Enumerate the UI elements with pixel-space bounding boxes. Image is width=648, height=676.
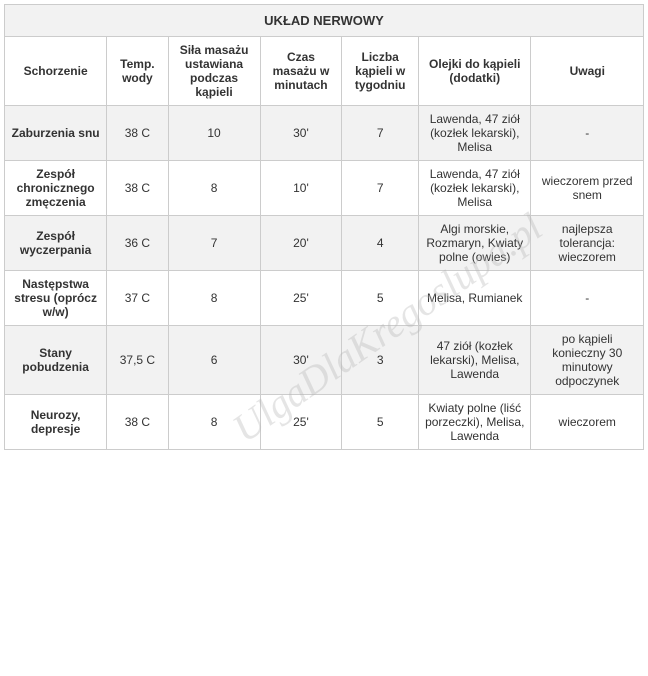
table-wrapper: UlgaDlaKregoslupa.pl UKŁAD NERWOWY Schor… [4,4,644,450]
cell-schorzenie: Neurozy, depresje [5,395,107,450]
column-header: Liczba kąpieli w tygodniu [342,37,419,106]
cell-temp: 38 C [107,161,168,216]
cell-liczba: 5 [342,395,419,450]
column-header: Czas masażu w minutach [260,37,342,106]
cell-czas: 30' [260,326,342,395]
title-row: UKŁAD NERWOWY [5,5,644,37]
table-row: Następstwa stresu (oprócz w/w)37 C825'5M… [5,271,644,326]
cell-liczba: 4 [342,216,419,271]
cell-olejki: Lawenda, 47 ziół (kozłek lekarski), Meli… [419,106,531,161]
cell-olejki: Algi morskie, Rozmaryn, Kwiaty polne (ow… [419,216,531,271]
cell-czas: 25' [260,395,342,450]
cell-schorzenie: Zespół chronicznego zmęczenia [5,161,107,216]
table-title: UKŁAD NERWOWY [5,5,644,37]
cell-uwagi: wieczorem [531,395,644,450]
cell-schorzenie: Zaburzenia snu [5,106,107,161]
header-row: SchorzenieTemp. wodySiła masażu ustawian… [5,37,644,106]
column-header: Siła masażu ustawiana podczas kąpieli [168,37,260,106]
table-row: Stany pobudzenia37,5 C630'347 ziół (kozł… [5,326,644,395]
table-row: Neurozy, depresje38 C825'5Kwiaty polne (… [5,395,644,450]
column-header: Temp. wody [107,37,168,106]
cell-czas: 25' [260,271,342,326]
column-header: Olejki do kąpieli (dodatki) [419,37,531,106]
cell-schorzenie: Zespół wyczerpania [5,216,107,271]
cell-sila: 8 [168,395,260,450]
table-body: Zaburzenia snu38 C1030'7Lawenda, 47 ziół… [5,106,644,450]
cell-sila: 8 [168,161,260,216]
cell-olejki: Lawenda, 47 ziół (kozłek lekarski), Meli… [419,161,531,216]
cell-sila: 6 [168,326,260,395]
table-row: Zespół wyczerpania36 C720'4Algi morskie,… [5,216,644,271]
cell-schorzenie: Następstwa stresu (oprócz w/w) [5,271,107,326]
column-header: Schorzenie [5,37,107,106]
cell-uwagi: wieczorem przed snem [531,161,644,216]
table-row: Zaburzenia snu38 C1030'7Lawenda, 47 ziół… [5,106,644,161]
cell-liczba: 3 [342,326,419,395]
cell-schorzenie: Stany pobudzenia [5,326,107,395]
cell-czas: 20' [260,216,342,271]
cell-uwagi: po kąpieli konieczny 30 minutowy odpoczy… [531,326,644,395]
cell-olejki: 47 ziół (kozłek lekarski), Melisa, Lawen… [419,326,531,395]
cell-uwagi: najlepsza tolerancja: wieczorem [531,216,644,271]
cell-olejki: Kwiaty polne (liść porzeczki), Melisa, L… [419,395,531,450]
column-header: Uwagi [531,37,644,106]
cell-sila: 7 [168,216,260,271]
cell-temp: 38 C [107,395,168,450]
cell-temp: 38 C [107,106,168,161]
cell-temp: 36 C [107,216,168,271]
cell-temp: 37 C [107,271,168,326]
cell-uwagi: - [531,106,644,161]
cell-liczba: 7 [342,161,419,216]
data-table: UKŁAD NERWOWY SchorzenieTemp. wodySiła m… [4,4,644,450]
cell-czas: 30' [260,106,342,161]
cell-liczba: 7 [342,106,419,161]
cell-sila: 10 [168,106,260,161]
cell-olejki: Melisa, Rumianek [419,271,531,326]
cell-uwagi: - [531,271,644,326]
cell-czas: 10' [260,161,342,216]
cell-temp: 37,5 C [107,326,168,395]
table-row: Zespół chronicznego zmęczenia38 C810'7La… [5,161,644,216]
cell-sila: 8 [168,271,260,326]
cell-liczba: 5 [342,271,419,326]
